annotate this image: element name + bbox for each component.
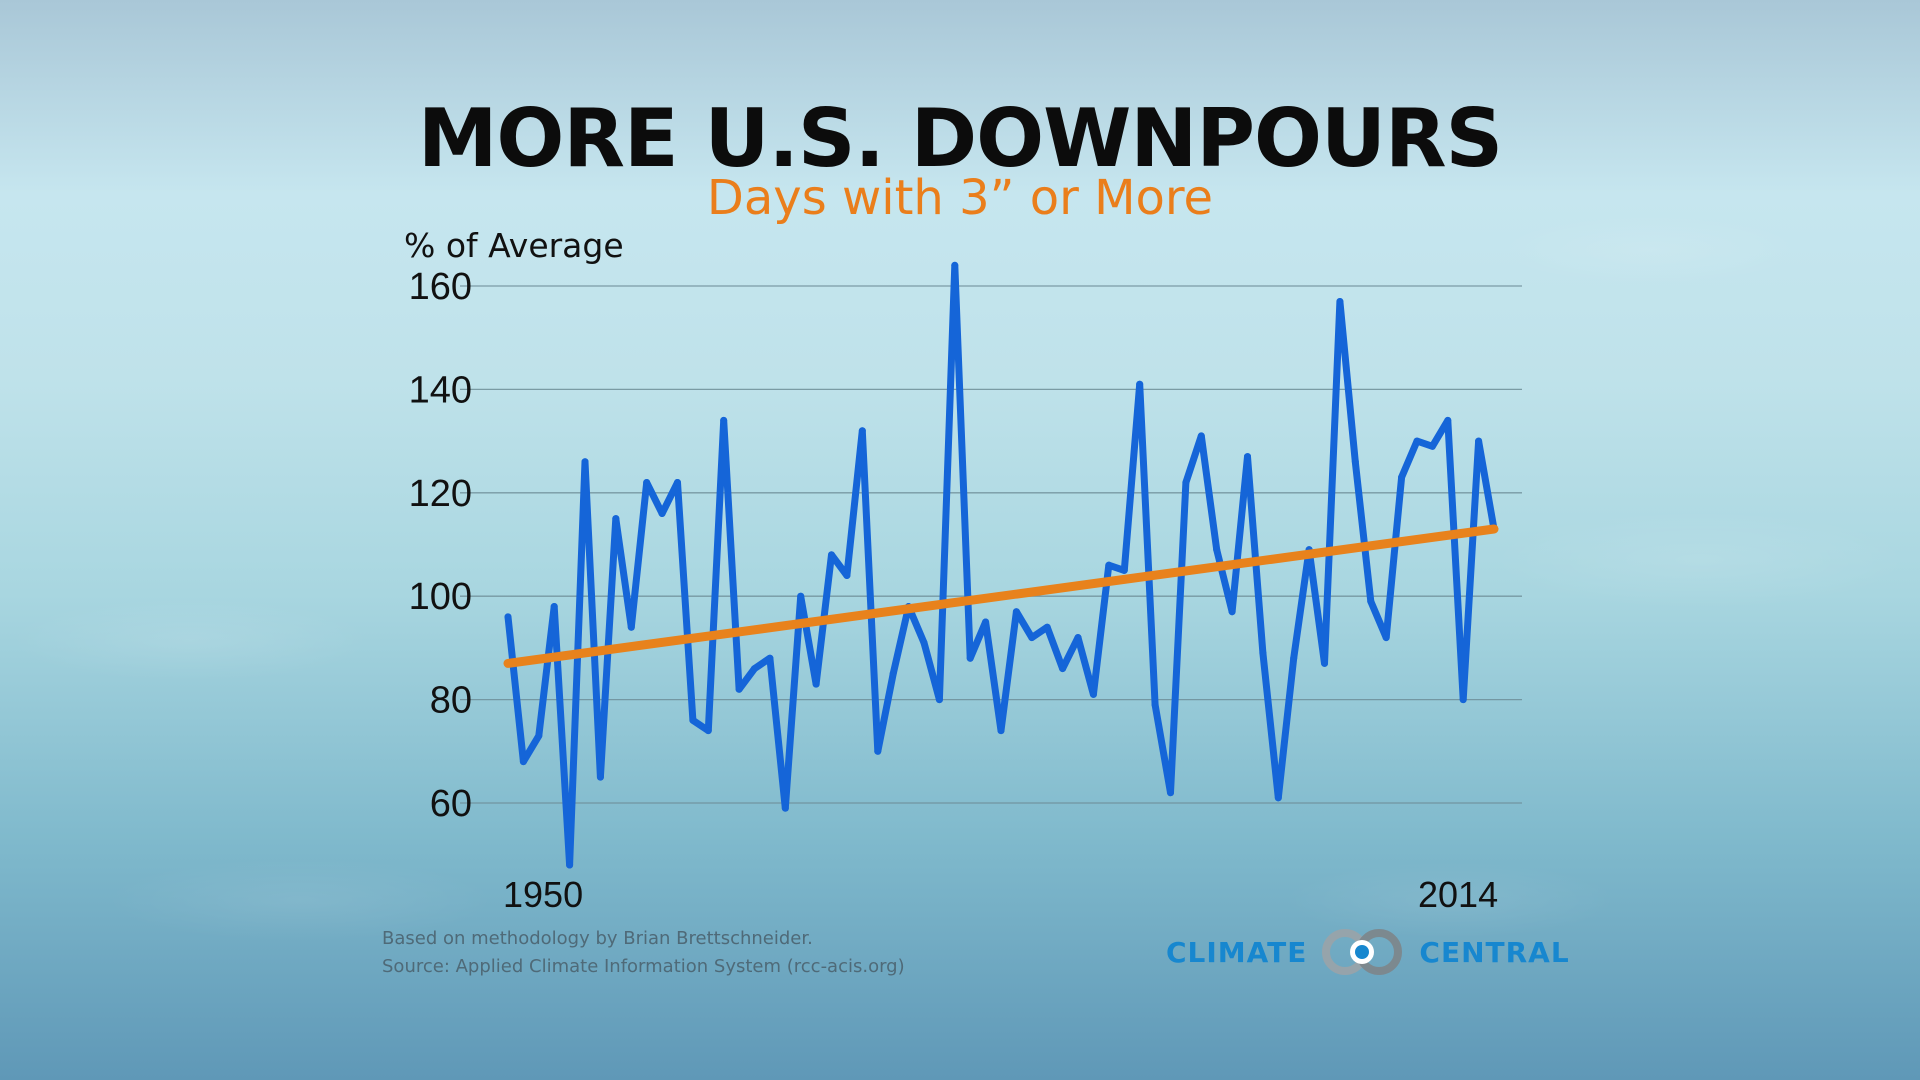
data-point-1999: [1259, 649, 1267, 657]
y-tick-label-60: 60: [430, 783, 472, 825]
data-point-1950: [504, 613, 512, 621]
data-point-2005: [1351, 458, 1359, 466]
data-point-2001: [1290, 654, 1298, 662]
chart-title: MORE U.S. DOWNPOURS: [417, 92, 1503, 185]
data-point-1968: [781, 804, 789, 812]
data-point-1952: [535, 732, 543, 740]
y-axis-label: % of Average: [404, 226, 624, 265]
data-point-1992: [1151, 701, 1159, 709]
data-point-1994: [1182, 478, 1190, 486]
logo-rings-icon: [1322, 929, 1403, 975]
data-point-1955: [581, 458, 589, 466]
data-point-1980: [966, 654, 974, 662]
data-point-1984: [1028, 634, 1036, 642]
data-point-2013: [1475, 437, 1483, 445]
data-point-1972: [843, 572, 851, 580]
data-point-2009: [1413, 437, 1421, 445]
series-line-downpours: [504, 261, 1498, 869]
data-point-1966: [751, 665, 758, 673]
data-point-1967: [766, 654, 774, 662]
data-point-2006: [1367, 597, 1375, 605]
data-point-1970: [812, 680, 820, 688]
data-point-2008: [1398, 473, 1406, 481]
data-point-1982: [997, 727, 1005, 735]
data-point-1990: [1120, 566, 1128, 574]
data-point-2000: [1274, 794, 1282, 802]
data-point-1986: [1059, 665, 1067, 673]
data-point-1997: [1228, 608, 1236, 616]
data-point-2003: [1321, 659, 1329, 667]
data-point-1978: [935, 696, 943, 704]
x-tick-label-start: 1950: [503, 874, 584, 915]
logo-word-central: CENTRAL: [1419, 935, 1570, 969]
data-point-2012: [1459, 696, 1467, 704]
y-tick-label-100: 100: [409, 576, 472, 618]
source-note: Source: Applied Climate Information Syst…: [382, 956, 905, 977]
data-point-1977: [920, 639, 928, 647]
logo-word-climate: CLIMATE: [1166, 935, 1308, 969]
data-point-1957: [612, 515, 620, 523]
data-point-1953: [550, 603, 558, 611]
data-point-1993: [1166, 789, 1174, 797]
trend-line: [503, 524, 1499, 668]
data-point-1974: [874, 747, 882, 755]
data-point-1983: [1012, 608, 1020, 616]
series-layer: [504, 261, 1498, 869]
y-tick-label-80: 80: [430, 680, 472, 722]
y-tick-label-160: 160: [409, 266, 472, 308]
climate-central-logo: CLIMATE CENTRAL: [1166, 928, 1570, 976]
data-point-1991: [1136, 380, 1144, 388]
data-point-1963: [704, 727, 712, 735]
data-point-1961: [673, 478, 681, 486]
methodology-note: Based on methodology by Brian Brettschne…: [382, 928, 813, 949]
data-point-2007: [1382, 634, 1390, 642]
x-tick-label-end: 2014: [1418, 874, 1499, 915]
data-point-1981: [982, 618, 990, 626]
data-point-1975: [889, 670, 897, 678]
data-point-1960: [658, 509, 666, 517]
data-point-1988: [1089, 690, 1097, 698]
data-point-1973: [858, 427, 866, 435]
y-tick-labels: 60 80 100 120 140 160: [409, 266, 472, 825]
data-point-1956: [596, 773, 604, 781]
data-point-1954: [566, 861, 574, 869]
data-point-1951: [519, 758, 527, 766]
data-point-1985: [1043, 623, 1051, 631]
data-point-1995: [1197, 432, 1205, 440]
data-point-1979: [951, 261, 959, 269]
data-point-1987: [1074, 634, 1082, 642]
data-point-1958: [627, 623, 635, 631]
data-point-2010: [1428, 442, 1436, 450]
data-point-2004: [1336, 298, 1344, 306]
data-point-1996: [1213, 546, 1221, 554]
data-point-1962: [689, 716, 697, 724]
y-tick-label-140: 140: [409, 369, 472, 411]
data-point-1959: [643, 478, 651, 486]
y-tick-label-120: 120: [409, 473, 472, 515]
trend-layer: [503, 524, 1499, 668]
data-point-1989: [1105, 561, 1113, 569]
chart-subtitle: Days with 3” or More: [706, 170, 1214, 226]
data-point-1969: [797, 592, 805, 600]
data-point-2011: [1444, 416, 1452, 424]
data-point-1965: [735, 685, 743, 693]
data-point-1998: [1244, 453, 1251, 461]
data-point-1971: [828, 551, 836, 559]
data-point-1964: [720, 416, 728, 424]
